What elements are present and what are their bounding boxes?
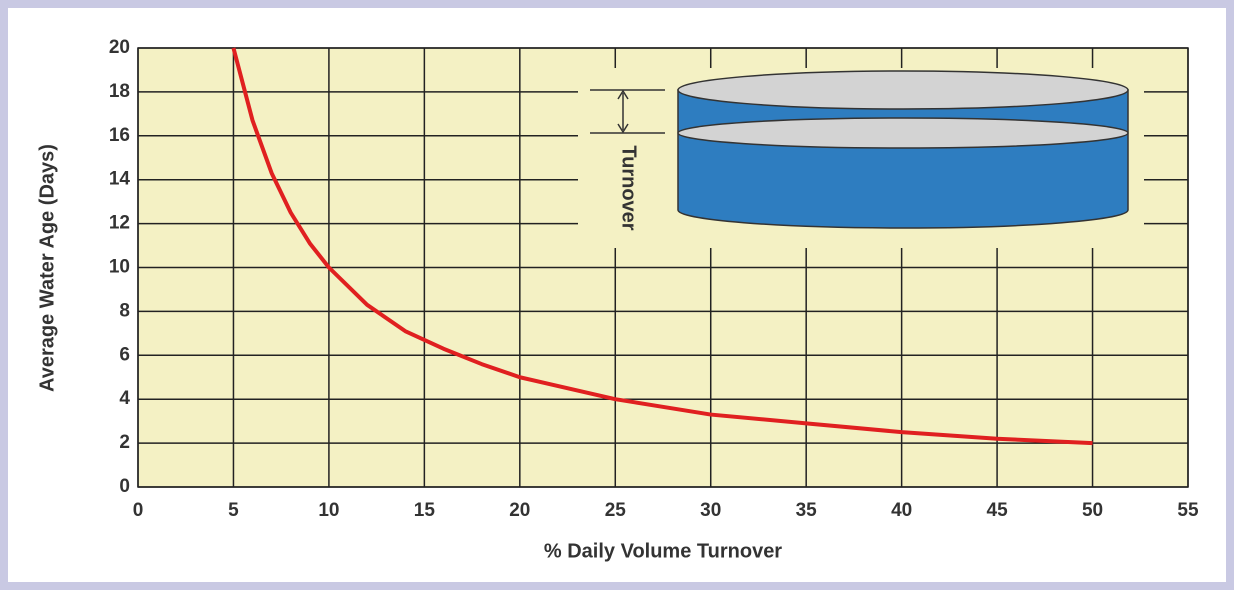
y-tick-label: 4 xyxy=(119,388,130,409)
page: {"chart_data": {"type": "line", "xlabel"… xyxy=(0,0,1234,590)
y-tick-label: 10 xyxy=(109,257,130,278)
x-tick-label: 0 xyxy=(133,500,144,521)
y-tick-label: 6 xyxy=(119,344,130,365)
x-tick-label: 55 xyxy=(1177,500,1199,521)
y-tick-label: 12 xyxy=(109,213,130,234)
tank-top xyxy=(678,71,1128,109)
y-tick-label: 0 xyxy=(119,476,130,497)
x-tick-label: 20 xyxy=(509,500,530,521)
x-tick-label: 45 xyxy=(987,500,1009,521)
x-tick-label: 5 xyxy=(228,500,239,521)
y-axis-label: Average Water Age (Days) xyxy=(36,144,58,392)
tank-illustration: Turnover xyxy=(578,68,1144,248)
annotation: Turnover xyxy=(618,145,640,230)
x-tick-label: 50 xyxy=(1082,500,1103,521)
y-tick-label: 18 xyxy=(109,81,130,102)
y-tick-label: 16 xyxy=(109,125,130,146)
y-tick-label: 2 xyxy=(119,432,130,453)
x-tick-label: 10 xyxy=(318,500,339,521)
water-level xyxy=(678,118,1128,148)
tank-body xyxy=(678,90,1128,228)
x-tick-label: 40 xyxy=(891,500,912,521)
y-tick-label: 14 xyxy=(109,169,131,190)
x-tick-label: 30 xyxy=(700,500,721,521)
x-tick-label: 25 xyxy=(605,500,627,521)
y-tick-label: 8 xyxy=(119,300,130,321)
x-axis-label: % Daily Volume Turnover xyxy=(544,540,782,562)
y-tick-label: 20 xyxy=(109,37,130,58)
x-tick-label: 15 xyxy=(414,500,436,521)
x-tick-label: 35 xyxy=(796,500,818,521)
chart: Turnover % Daily Volume Turnover Average… xyxy=(0,0,1234,590)
